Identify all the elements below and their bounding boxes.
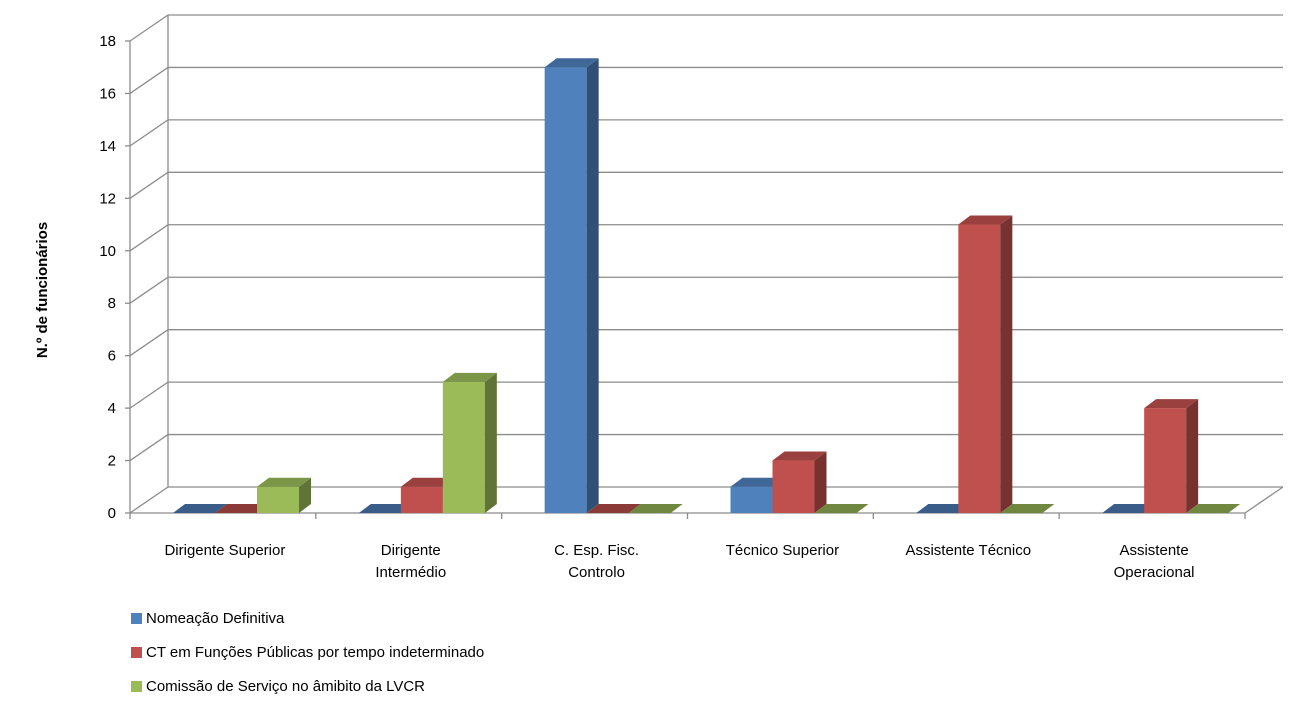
bar — [1144, 399, 1199, 513]
gridline-diagonal — [129, 171, 169, 199]
y-tick-label: 12 — [99, 190, 116, 207]
bar-front — [958, 224, 1001, 514]
x-category-label: Dirigente — [381, 542, 441, 559]
bar-top — [1186, 504, 1241, 513]
gridline-diagonal — [129, 276, 169, 304]
y-tick-label: 10 — [99, 243, 116, 260]
bar-top — [1000, 504, 1055, 513]
bar-front — [257, 486, 299, 513]
bar-top — [544, 58, 599, 68]
bar — [1000, 504, 1055, 513]
legend-swatch — [131, 612, 142, 624]
bar-side — [1186, 399, 1199, 513]
bar — [257, 477, 311, 513]
bar-top — [586, 504, 641, 513]
bar-top — [442, 372, 497, 382]
y-tick-label: 16 — [99, 85, 116, 102]
y-tick-label: 18 — [99, 33, 116, 50]
x-category-label: Controlo — [568, 564, 625, 581]
bar-top — [400, 477, 455, 487]
x-category-label: Assistente Técnico — [905, 542, 1031, 559]
bar-top — [358, 504, 413, 513]
bar — [916, 504, 971, 513]
bar-top — [1102, 504, 1157, 513]
gridline-diagonal — [129, 224, 169, 252]
bar-top — [772, 451, 827, 461]
x-category-labels: Dirigente Superior Dirigente Intermédio C. … — [164, 542, 1194, 581]
bar-top — [1144, 399, 1199, 409]
legend: Nomeação Definitiva CT em Funções Públic… — [131, 608, 484, 710]
bar — [814, 504, 869, 513]
legend-swatch — [131, 646, 142, 658]
x-category-label: Técnico Superior — [726, 542, 839, 559]
x-category-label: Operacional — [1114, 564, 1195, 581]
bar — [958, 215, 1013, 514]
bar — [215, 504, 269, 513]
gridline-diagonal — [129, 381, 169, 409]
bars — [173, 58, 1241, 514]
gridline-diagonal — [129, 66, 169, 94]
bar — [586, 504, 641, 513]
x-category-label: Dirigente Superior — [164, 542, 285, 559]
gridline-diagonal — [129, 119, 169, 147]
bar-front — [400, 486, 443, 513]
bar — [173, 504, 227, 513]
bar — [442, 372, 497, 513]
y-tick-labels: 0 2 4 6 8 10 12 14 16 18 — [99, 33, 116, 522]
bar — [772, 451, 827, 513]
bar-side — [586, 58, 599, 513]
y-tick-label: 2 — [108, 453, 116, 470]
y-tick-label: 0 — [108, 505, 116, 522]
bar-top — [814, 504, 869, 513]
bar — [1186, 504, 1241, 513]
bar — [358, 504, 413, 513]
x-category-label: C. Esp. Fisc. — [554, 542, 639, 559]
bar-front — [772, 460, 815, 513]
bar-top — [730, 477, 785, 487]
bar-side — [484, 372, 497, 513]
y-tick-label: 8 — [108, 295, 116, 312]
gridline-diagonal — [129, 14, 169, 42]
bar-front — [1144, 408, 1187, 513]
y-tick-label: 4 — [108, 400, 116, 417]
bar-top — [173, 504, 227, 513]
gridline-diagonal — [129, 486, 169, 514]
bar-top — [215, 504, 269, 513]
bar-top — [628, 504, 683, 513]
axes — [125, 15, 1284, 519]
bar-front — [442, 381, 485, 513]
x-category-label: Assistente — [1119, 542, 1188, 559]
bar-front — [544, 67, 587, 513]
legend-item: Comissão de Serviço no âmibito da LVCR — [131, 676, 484, 696]
legend-label: Comissão de Serviço no âmibito da LVCR — [146, 677, 426, 695]
y-tick-label: 6 — [108, 348, 116, 365]
floor-side-edge — [1244, 486, 1284, 514]
legend-label: Nomeação Definitiva — [146, 609, 285, 627]
gridlines — [129, 14, 1283, 514]
gridline-diagonal — [129, 434, 169, 462]
bar-side — [1000, 215, 1013, 514]
bar-side — [299, 477, 311, 513]
gridline-diagonal — [129, 329, 169, 357]
bar-top — [958, 215, 1013, 225]
y-axis-label: N.º de funcionários — [34, 222, 51, 358]
legend-label: CT em Funções Públicas por tempo indeter… — [146, 643, 485, 661]
bar — [1102, 504, 1157, 513]
legend-item: CT em Funções Públicas por tempo indeter… — [131, 642, 484, 662]
y-tick-label: 14 — [99, 138, 116, 155]
bar-side — [814, 451, 827, 513]
bar-top — [257, 477, 311, 487]
x-category-label: Intermédio — [375, 564, 446, 581]
bar-front — [730, 486, 773, 513]
bar-top — [916, 504, 971, 513]
legend-item: Nomeação Definitiva — [131, 608, 484, 628]
bar — [544, 58, 599, 513]
bar — [628, 504, 683, 513]
legend-swatch — [131, 680, 142, 692]
